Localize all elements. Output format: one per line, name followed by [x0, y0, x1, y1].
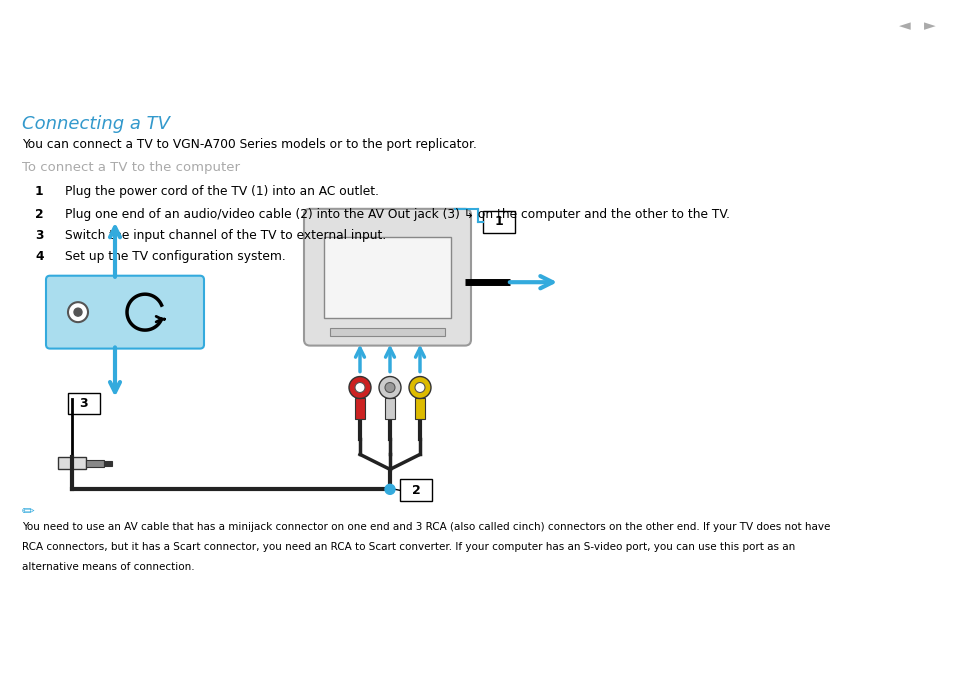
Circle shape: [349, 377, 371, 398]
Text: 3: 3: [80, 397, 89, 410]
Text: alternative means of connection.: alternative means of connection.: [22, 562, 194, 572]
Text: VAIO: VAIO: [18, 25, 123, 63]
FancyBboxPatch shape: [304, 209, 471, 346]
Bar: [355, 398, 365, 419]
Circle shape: [355, 383, 365, 392]
Text: 104: 104: [901, 36, 932, 51]
Circle shape: [378, 377, 400, 398]
Bar: [68, 392, 100, 415]
Bar: [415, 398, 424, 419]
Text: ►: ►: [923, 18, 935, 33]
Text: Connecting a TV: Connecting a TV: [22, 115, 170, 133]
Bar: [86, 460, 104, 467]
Circle shape: [415, 383, 424, 392]
Circle shape: [409, 377, 431, 398]
Bar: [324, 237, 451, 317]
Bar: [104, 462, 112, 466]
Circle shape: [385, 383, 395, 392]
Circle shape: [74, 308, 82, 316]
Text: Plug one end of an audio/video cable (2) into the AV Out jack (3) ↳ on the compu: Plug one end of an audio/video cable (2)…: [65, 208, 729, 221]
Text: 2: 2: [35, 208, 44, 221]
Text: You need to use an AV cable that has a minijack connector on one end and 3 RCA (: You need to use an AV cable that has a m…: [22, 522, 829, 532]
Text: ◄: ◄: [898, 18, 910, 33]
Text: To connect a TV to the computer: To connect a TV to the computer: [22, 161, 240, 174]
Bar: [482, 211, 515, 233]
Bar: [385, 398, 395, 419]
Text: Switch the input channel of the TV to external input.: Switch the input channel of the TV to ex…: [65, 228, 386, 242]
Text: Set up the TV configuration system.: Set up the TV configuration system.: [65, 250, 286, 263]
Text: You can connect a TV to VGN-A700 Series models or to the port replicator.: You can connect a TV to VGN-A700 Series …: [22, 138, 476, 151]
Circle shape: [385, 485, 395, 494]
Text: Plug the power cord of the TV (1) into an AC outlet.: Plug the power cord of the TV (1) into a…: [65, 185, 378, 198]
Text: 3: 3: [35, 228, 44, 242]
Text: ✏: ✏: [22, 504, 34, 519]
Text: Using Peripheral Devices: Using Peripheral Devices: [763, 63, 939, 75]
Text: 1: 1: [494, 215, 503, 228]
Bar: [399, 479, 432, 501]
FancyBboxPatch shape: [46, 276, 204, 348]
Text: RCA connectors, but it has a Scart connector, you need an RCA to Scart converter: RCA connectors, but it has a Scart conne…: [22, 543, 795, 552]
Text: 2: 2: [411, 484, 420, 497]
Circle shape: [68, 302, 88, 322]
Bar: [58, 458, 86, 469]
Bar: [330, 328, 444, 336]
Text: 4: 4: [35, 250, 44, 263]
Text: 1: 1: [35, 185, 44, 198]
